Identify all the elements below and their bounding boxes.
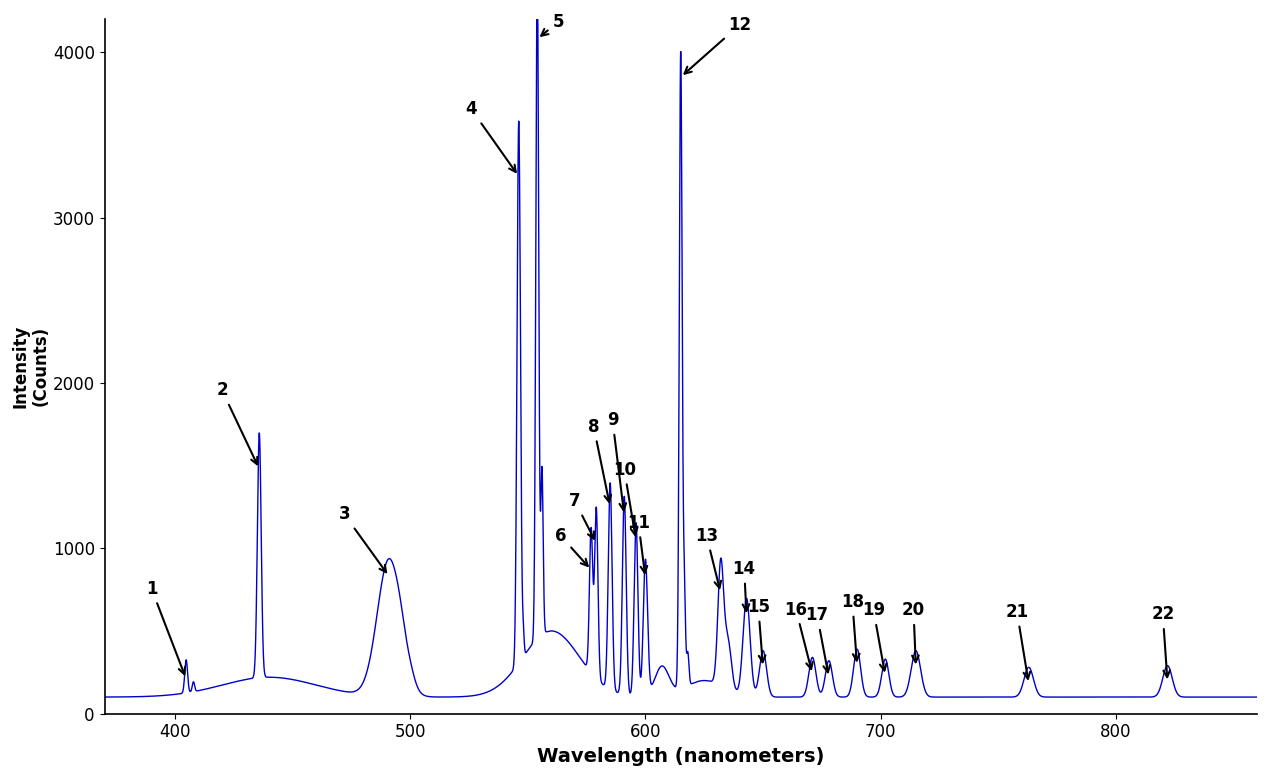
Text: 21: 21 [1006, 603, 1030, 679]
Text: 2: 2 [217, 382, 257, 465]
Text: 22: 22 [1151, 605, 1174, 677]
X-axis label: Wavelength (nanometers): Wavelength (nanometers) [538, 747, 824, 766]
Text: 16: 16 [785, 601, 813, 669]
Text: 6: 6 [555, 527, 587, 566]
Text: 8: 8 [588, 418, 611, 502]
Text: 5: 5 [541, 12, 564, 36]
Text: 4: 4 [465, 100, 516, 172]
Text: 12: 12 [685, 16, 751, 74]
Text: 1: 1 [146, 580, 185, 674]
Text: 13: 13 [695, 527, 721, 588]
Text: 18: 18 [841, 593, 864, 660]
Text: 20: 20 [902, 601, 926, 662]
Text: 9: 9 [606, 411, 626, 510]
Text: 3: 3 [339, 506, 387, 572]
Text: 10: 10 [612, 461, 638, 535]
Text: 11: 11 [626, 514, 650, 573]
Text: 19: 19 [862, 601, 886, 671]
Text: 17: 17 [805, 606, 831, 672]
Text: 15: 15 [747, 598, 770, 662]
Y-axis label: Intensity
(Counts): Intensity (Counts) [11, 325, 49, 408]
Text: 14: 14 [733, 560, 756, 611]
Text: 7: 7 [569, 493, 593, 538]
